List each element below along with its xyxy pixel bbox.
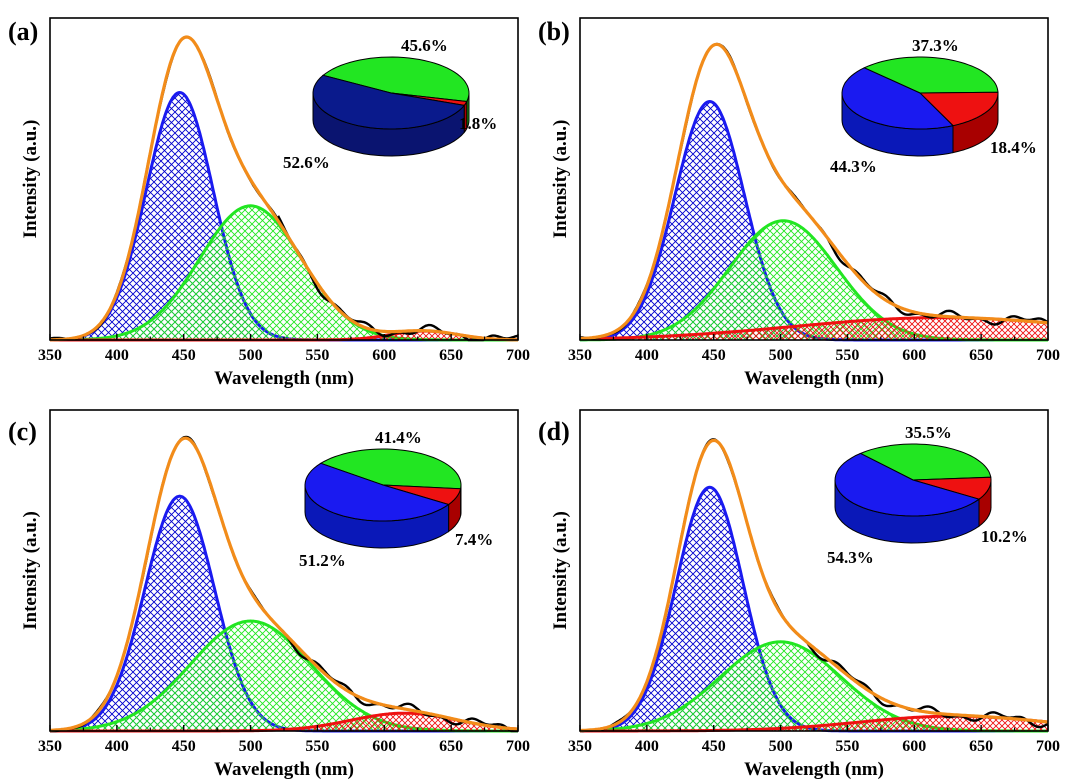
x-tick-label: 600 xyxy=(372,347,396,364)
x-tick-label: 400 xyxy=(105,347,129,364)
pie-label-red: 18.4% xyxy=(990,138,1037,157)
x-tick-label: 700 xyxy=(506,738,530,755)
pie-label-red: 7.4% xyxy=(455,530,493,549)
pie-slice-red xyxy=(912,476,992,500)
fill-red xyxy=(580,716,1048,731)
pie-chart: 37.3% 18.4% 44.3% xyxy=(830,36,1037,176)
x-tick-label: 400 xyxy=(635,347,659,364)
panel-2: 350 400 450 500 550 600 650 700 Wavelength (nm) I… xyxy=(8,409,530,780)
x-axis-label: Wavelength (nm) xyxy=(214,759,354,780)
pie-slice-red xyxy=(382,484,462,506)
fit-curve xyxy=(49,436,519,732)
pie-slice-green xyxy=(863,56,999,94)
fill-blue xyxy=(580,487,1048,731)
pie-slice-blue xyxy=(304,462,450,522)
x-tick-label: 450 xyxy=(172,738,196,755)
pie-slice-red xyxy=(918,91,999,127)
fill-green xyxy=(580,641,1048,731)
pie-label-blue: 44.3% xyxy=(830,157,877,176)
x-tick-label: 450 xyxy=(702,738,726,755)
pie-label-red: 10.2% xyxy=(981,527,1028,546)
x-tick-label: 600 xyxy=(902,738,926,755)
x-tick-label: 700 xyxy=(1036,347,1060,364)
pie-label-blue: 51.2% xyxy=(299,551,346,570)
x-tick-label: 650 xyxy=(439,347,463,364)
pie-slice-green xyxy=(319,448,462,490)
x-tick-label: 550 xyxy=(835,738,859,755)
pie-chart: 45.6% 1.8% 52.6% xyxy=(283,36,497,172)
y-axis-label: Intensity (a.u.) xyxy=(550,120,571,239)
x-tick-label: 650 xyxy=(439,738,463,755)
y-axis-label: Intensity (a.u.) xyxy=(20,511,41,630)
panel-letter: (b) xyxy=(538,17,570,46)
x-tick-label: 650 xyxy=(969,738,993,755)
x-tick-label: 350 xyxy=(38,738,62,755)
fill-red xyxy=(50,713,518,731)
pie-slice-blue xyxy=(312,74,466,130)
fill-blue xyxy=(580,101,1048,340)
x-tick-label: 500 xyxy=(769,347,793,364)
x-tick-label: 500 xyxy=(239,347,263,364)
pie-label-blue: 52.6% xyxy=(283,153,330,172)
x-axis-label: Wavelength (nm) xyxy=(744,368,884,389)
y-axis-label: Intensity (a.u.) xyxy=(20,120,41,239)
pie-slice-blue xyxy=(834,452,981,517)
x-tick-label: 400 xyxy=(635,738,659,755)
x-tick-label: 600 xyxy=(902,347,926,364)
fill-blue xyxy=(50,496,518,731)
pie-label-blue: 54.3% xyxy=(827,548,874,567)
x-tick-label: 700 xyxy=(506,347,530,364)
x-tick-label: 600 xyxy=(372,738,396,755)
x-tick-label: 500 xyxy=(769,738,793,755)
fit-curve xyxy=(579,42,1049,341)
pie-label-green: 35.5% xyxy=(905,423,952,442)
x-tick-label: 450 xyxy=(172,347,196,364)
y-axis-label: Intensity (a.u.) xyxy=(550,511,571,630)
fill-blue xyxy=(50,92,518,340)
panel-letter: (c) xyxy=(8,417,37,446)
pie-label-green: 37.3% xyxy=(912,36,959,55)
pie-chart: 41.4% 7.4% 51.2% xyxy=(299,428,493,570)
panel-letter: (a) xyxy=(8,17,38,46)
x-tick-label: 350 xyxy=(568,738,592,755)
pie-slice-green xyxy=(859,443,992,481)
x-tick-label: 350 xyxy=(568,347,592,364)
x-tick-label: 550 xyxy=(305,347,329,364)
pie-label-red: 1.8% xyxy=(459,114,497,133)
panel-1: 350 400 450 500 550 600 650 700 Wavelength (nm) I… xyxy=(538,17,1060,389)
x-tick-label: 350 xyxy=(38,347,62,364)
x-tick-label: 400 xyxy=(105,738,129,755)
x-axis-label: Wavelength (nm) xyxy=(214,368,354,389)
fit-curve xyxy=(580,438,1049,733)
fill-green xyxy=(580,220,1048,340)
x-tick-label: 650 xyxy=(969,347,993,364)
x-tick-label: 500 xyxy=(239,738,263,755)
x-tick-label: 550 xyxy=(835,347,859,364)
pie-slice-green xyxy=(321,56,470,103)
x-tick-label: 550 xyxy=(305,738,329,755)
pie-chart: 35.5% 10.2% 54.3% xyxy=(827,423,1028,567)
panel-letter: (d) xyxy=(538,417,570,446)
pie-label-green: 45.6% xyxy=(401,36,448,55)
pie-label-green: 41.4% xyxy=(375,428,422,447)
pie-slice-blue xyxy=(841,67,955,130)
fill-green xyxy=(50,621,518,731)
x-tick-label: 700 xyxy=(1036,738,1060,755)
panel-3: 350 400 450 500 550 600 650 700 Wavelength (nm) I… xyxy=(538,409,1060,780)
x-axis-label: Wavelength (nm) xyxy=(744,759,884,780)
x-tick-label: 450 xyxy=(702,347,726,364)
fit-curve xyxy=(50,35,518,342)
panel-0: 350 400 450 500 550 600 650 700 Wavelength (nm) I… xyxy=(8,17,530,389)
